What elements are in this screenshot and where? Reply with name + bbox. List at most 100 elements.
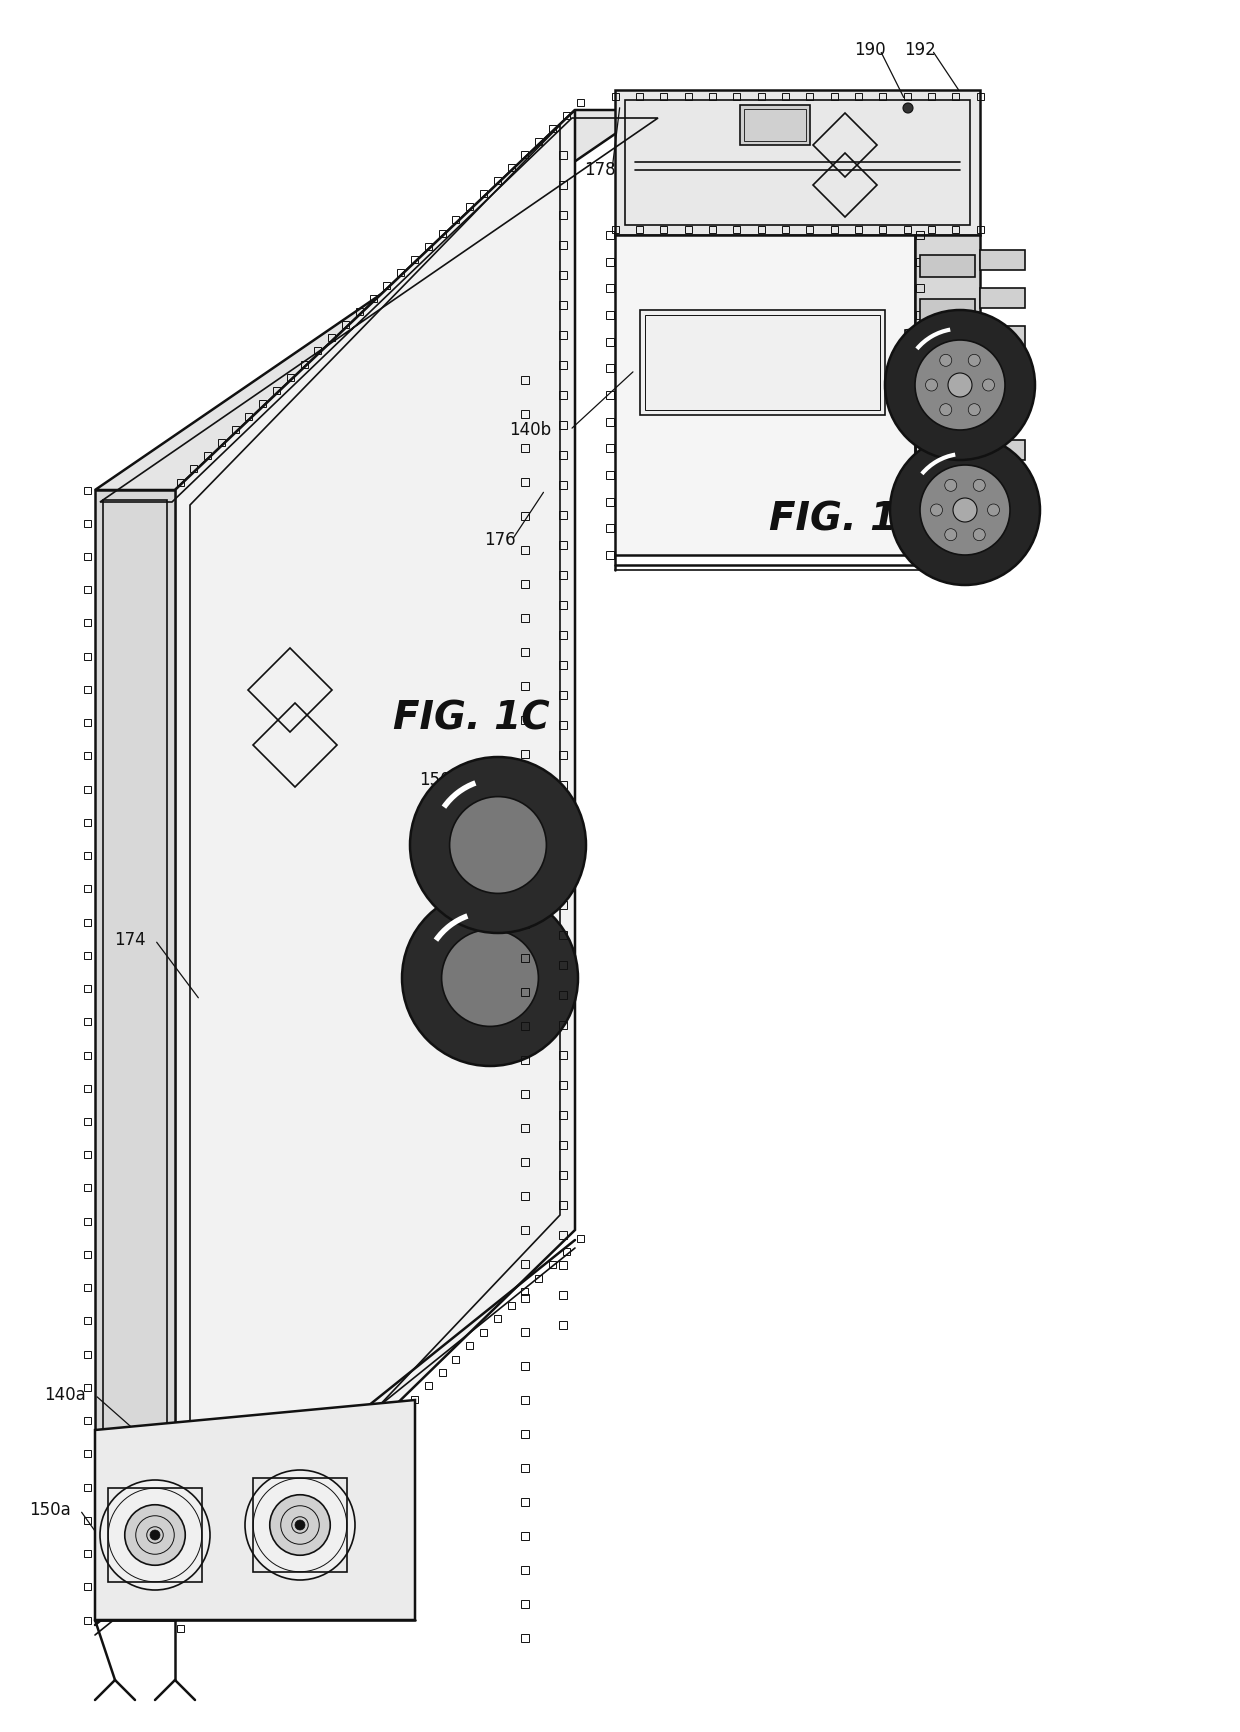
Bar [559,1322,567,1328]
Bar [453,1356,459,1363]
Text: 174: 174 [114,932,146,949]
Bar [83,1018,91,1025]
Bar [521,513,529,520]
Circle shape [968,355,981,367]
Circle shape [940,355,952,367]
Bar [342,1464,348,1470]
Bar [559,540,567,549]
Text: 178: 178 [584,161,616,178]
Circle shape [125,1505,185,1566]
Bar [83,653,91,660]
Bar [806,225,813,232]
Bar [611,92,619,99]
Polygon shape [615,90,980,236]
Bar [83,1450,91,1457]
Bar [83,1152,91,1159]
Bar [952,225,960,232]
Bar [782,225,789,232]
Bar [559,842,567,849]
Bar [342,320,348,329]
Bar [494,1315,501,1322]
Bar [190,1611,197,1618]
Bar [916,312,924,319]
Polygon shape [95,490,175,1619]
Bar [521,1431,529,1438]
Bar [329,334,335,341]
Bar [259,400,267,407]
Bar [480,1328,487,1335]
Bar [559,601,567,610]
Bar [218,1585,224,1592]
Circle shape [450,797,547,894]
Bar [879,92,887,99]
Circle shape [441,930,538,1027]
Bar [397,1410,404,1417]
Bar [246,412,253,419]
Bar [83,786,91,793]
Bar [559,1020,567,1029]
Bar [549,1261,556,1268]
Bar [83,1384,91,1391]
Bar [232,1571,238,1578]
Bar [559,991,567,999]
Circle shape [968,404,981,416]
Bar [190,466,197,473]
Bar [559,1110,567,1119]
Bar [83,1185,91,1192]
Bar [606,364,614,372]
Bar [521,682,529,689]
Bar [83,520,91,527]
Bar [397,268,404,275]
Bar [521,1289,528,1296]
Bar [521,887,529,894]
Bar [904,225,910,232]
Bar [980,288,1025,308]
Circle shape [982,379,994,391]
Text: 140b: 140b [508,421,551,438]
Bar [521,151,528,158]
Circle shape [973,528,986,540]
Bar [758,225,765,232]
Bar [980,364,1025,385]
Circle shape [246,1470,355,1580]
Polygon shape [95,111,650,490]
Bar [879,225,887,232]
Bar [977,225,983,232]
Bar [577,1235,584,1242]
Bar [466,1342,474,1349]
Circle shape [100,1481,210,1590]
Bar [83,752,91,759]
Bar [952,92,960,99]
Bar [329,1477,335,1484]
Bar [559,662,567,669]
Bar [521,1057,529,1063]
Bar [782,92,789,99]
Bar [606,284,614,293]
Bar [636,225,642,232]
Bar [916,471,924,480]
Bar [83,1318,91,1325]
Bar [709,92,715,99]
Circle shape [940,404,952,416]
Bar [286,1517,294,1524]
Polygon shape [95,1399,415,1619]
Bar [559,1081,567,1089]
Bar [916,497,924,506]
Bar [606,525,614,532]
Bar [920,475,975,497]
Bar [439,1368,445,1375]
Bar [559,1051,567,1058]
Bar [559,1261,567,1270]
Bar [904,92,910,99]
Circle shape [915,339,1004,430]
Circle shape [930,504,942,516]
Bar [176,1625,184,1632]
Bar [916,364,924,372]
Bar [521,410,529,417]
Bar [480,191,487,197]
Bar [684,92,692,99]
Bar [521,443,529,452]
Bar [83,953,91,960]
Circle shape [410,757,587,934]
Bar [83,986,91,992]
